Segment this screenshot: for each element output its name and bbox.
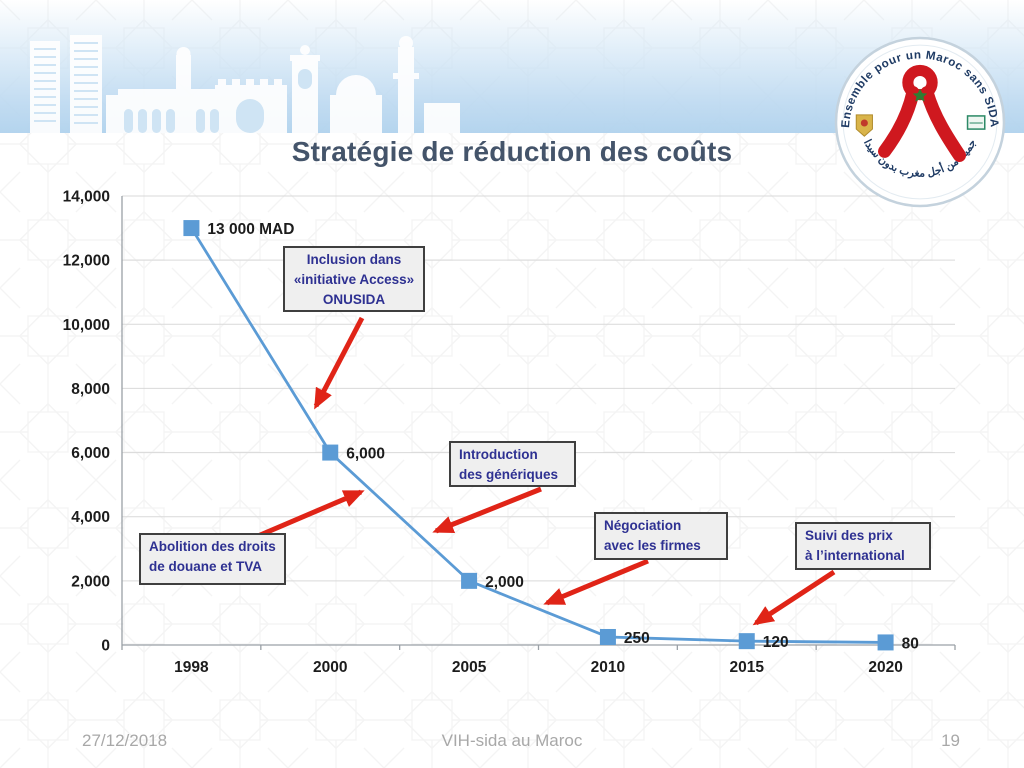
callout-line: avec les firmes xyxy=(604,538,701,553)
data-point-label: 250 xyxy=(624,630,650,647)
header-banner xyxy=(0,0,1024,133)
callout-line: Inclusion dans xyxy=(306,252,402,267)
callout-abolition-droits-tva: Abolition des droits de douane et TVA xyxy=(139,533,286,585)
footer-date: 27/12/2018 xyxy=(82,731,168,750)
crest-emblem-icon xyxy=(855,114,873,137)
y-tick-label: 6,000 xyxy=(71,445,110,462)
x-tick-label: 2000 xyxy=(313,659,347,676)
callout-line: des génériques xyxy=(459,467,559,482)
y-tick-label: 14,000 xyxy=(63,189,110,206)
city-skyline-graphic xyxy=(30,35,460,133)
y-tick-label: 2,000 xyxy=(71,573,110,590)
data-point-label: 6,000 xyxy=(346,446,385,463)
data-point-marker xyxy=(183,220,200,237)
footer-page-number: 19 xyxy=(941,731,960,750)
callout-suivi-prix-international: Suivi des prix à l’international xyxy=(795,522,931,570)
data-point-label: 13 000 MAD xyxy=(207,221,294,238)
y-tick-label: 4,000 xyxy=(71,509,110,526)
data-point-label: 120 xyxy=(763,634,789,651)
callout-negociation-firmes: Négociation avec les firmes xyxy=(594,512,728,560)
slide-title: Stratégie de réduction des coûts xyxy=(291,136,733,167)
x-tick-label: 2005 xyxy=(452,659,487,676)
data-point-label: 80 xyxy=(902,635,919,652)
y-tick-label: 0 xyxy=(101,638,110,655)
cost-line xyxy=(190,227,886,644)
data-point-marker xyxy=(877,634,894,651)
callout-line: Suivi des prix xyxy=(805,528,893,543)
callout-line: Abolition des droits xyxy=(149,539,276,554)
callout-line: Introduction xyxy=(459,447,538,462)
x-tick-label: 1998 xyxy=(174,659,209,676)
y-tick-label: 10,000 xyxy=(63,317,110,334)
x-tick-label: 2020 xyxy=(868,659,902,676)
data-point-label: 2,000 xyxy=(485,574,524,591)
callout-inclusion-access-onusida: Inclusion dans «initiative Access» ONUSI… xyxy=(283,246,425,312)
y-tick-label: 12,000 xyxy=(63,253,110,270)
callout-line: à l’international xyxy=(805,548,905,563)
x-tick-label: 2015 xyxy=(730,659,765,676)
callout-line: Négociation xyxy=(604,518,682,533)
red-ribbon-icon xyxy=(878,64,967,162)
data-point-marker xyxy=(461,572,478,589)
y-tick-label: 8,000 xyxy=(71,381,110,398)
footer-subject: VIH-sida au Maroc xyxy=(441,731,583,750)
logo-maroc-sans-sida: Ensemble pour un Maroc sans SIDA جميعا م… xyxy=(834,36,1006,208)
callout-line: ONUSIDA xyxy=(322,292,386,307)
x-tick-label: 2010 xyxy=(591,659,625,676)
callout-line: de douane et TVA xyxy=(149,559,263,574)
plaque-emblem-icon xyxy=(966,115,986,130)
data-point-marker xyxy=(599,628,616,645)
data-point-marker xyxy=(322,444,339,461)
callout-line: «initiative Access» xyxy=(293,272,415,287)
callout-introduction-generiques: Introduction des génériques xyxy=(449,441,576,487)
data-point-marker xyxy=(738,633,755,650)
